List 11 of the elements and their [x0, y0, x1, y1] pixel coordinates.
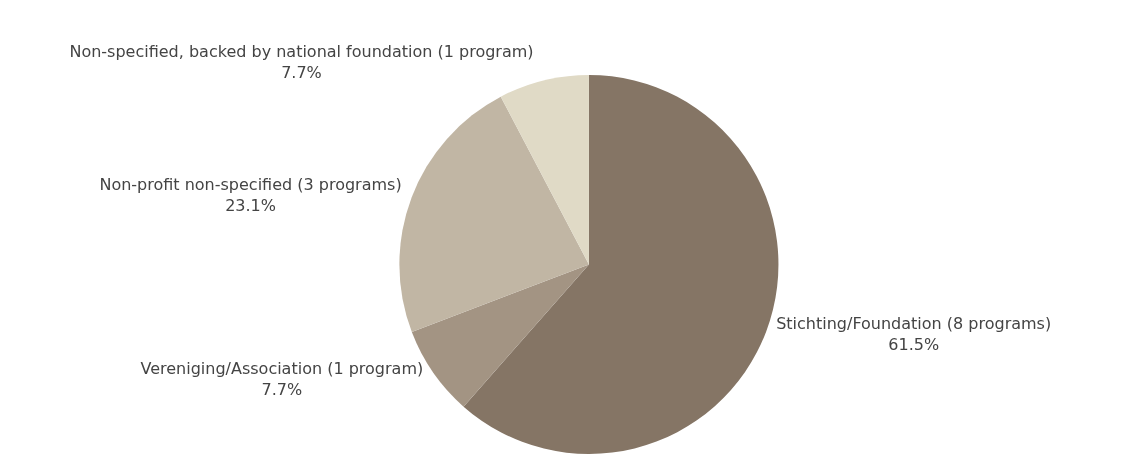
data-label: 61.5%: [888, 334, 940, 354]
data-label: 7.7%: [261, 379, 303, 399]
slice-label: Stichting/Foundation (8 programs): [776, 314, 1052, 334]
slice-label: Vereniging/Association (1 program): [140, 359, 424, 379]
data-label: 7.7%: [281, 62, 322, 82]
slice-label: Non-specified, backed by national foundation (1 program): [69, 41, 534, 61]
pie-slice: [399, 96, 589, 333]
pie-slice: [463, 74, 779, 454]
pie-slice: [500, 74, 589, 265]
data-label: 23.1%: [225, 195, 276, 215]
slice-label: Non-profit non-specified (3 programs): [99, 175, 402, 195]
